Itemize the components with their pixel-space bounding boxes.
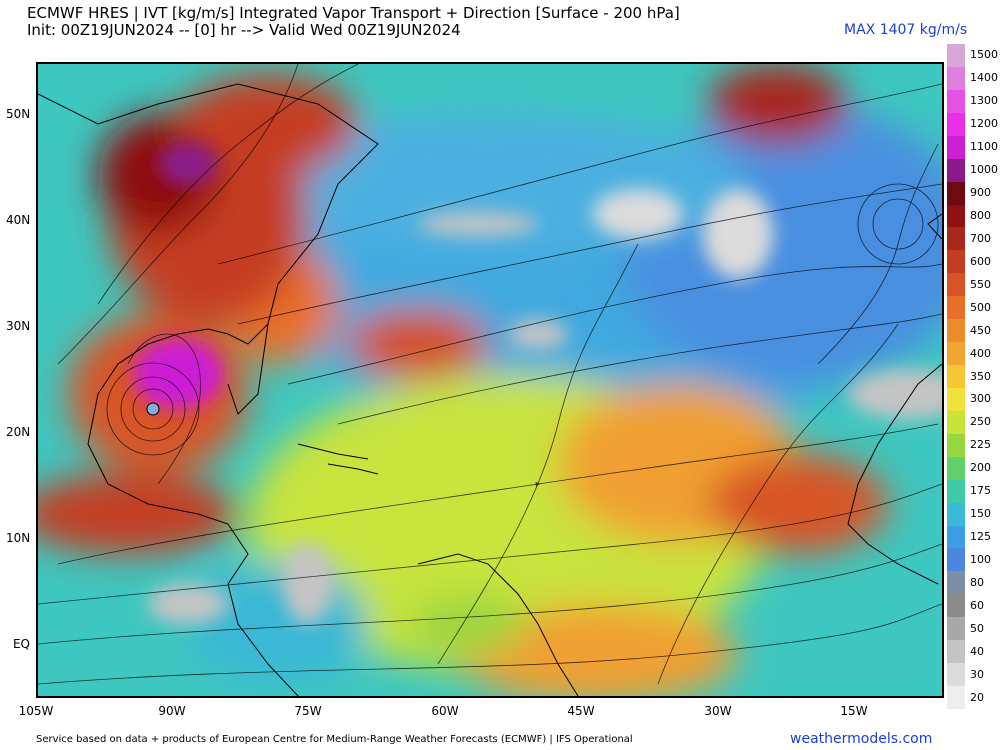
colorbar-swatch [947, 181, 965, 205]
colorbar-level-label: 125 [970, 530, 991, 544]
lon-label-60w: 60W [431, 704, 459, 718]
colorbar-level-label: 150 [970, 507, 991, 521]
colorbar-swatch [947, 387, 965, 412]
colorbar-swatch [947, 502, 965, 527]
colorbar-level-label: 900 [970, 186, 991, 200]
colorbar-swatch [947, 342, 965, 366]
colorbar-swatch [947, 158, 965, 183]
colorbar-swatch [947, 456, 965, 481]
colorbar-swatch [947, 617, 965, 641]
colorbar-level-label: 700 [970, 231, 991, 245]
colorbar-level-label: 225 [970, 438, 991, 452]
map-title: ECMWF HRES | IVT [kg/m/s] Integrated Vap… [27, 5, 680, 39]
lat-label-10n: 10N [6, 531, 31, 545]
colorbar-swatch [947, 227, 965, 251]
colorbar-swatch [947, 479, 965, 504]
colorbar-swatch [947, 640, 965, 664]
flow-streamlines [38, 64, 942, 685]
colorbar-swatch [947, 44, 965, 68]
colorbar-level-label: 400 [970, 346, 991, 360]
colorbar-level-label: 200 [970, 461, 991, 475]
colorbar-swatch [947, 594, 965, 618]
colorbar-level-label: 1200 [970, 117, 998, 131]
colorbar-level-label: 175 [970, 484, 991, 498]
colorbar-level-label: 80 [970, 575, 984, 589]
colorbar-level-label: 350 [970, 369, 991, 383]
lat-label-40n: 40N [6, 213, 31, 227]
colorbar-level-label: 800 [970, 208, 991, 222]
credit-text: Service based on data + products of Euro… [36, 734, 633, 745]
lat-label-50n: 50N [6, 107, 31, 121]
lon-label-90w: 90W [158, 704, 186, 718]
colorbar-swatch [947, 273, 965, 297]
lon-label-15w: 15W [840, 704, 868, 718]
colorbar-level-label: 1500 [970, 48, 998, 62]
lon-label-105w: 105W [18, 704, 54, 718]
colorbar-swatch [947, 365, 965, 389]
title-line-1: ECMWF HRES | IVT [kg/m/s] Integrated Vap… [27, 4, 680, 22]
lat-label-eq: EQ [12, 637, 30, 651]
colorbar-level-label: 60 [970, 598, 984, 612]
colorbar-swatch [947, 319, 965, 343]
colorbar-level-label: 40 [970, 644, 984, 658]
lat-label-30n: 30N [6, 319, 31, 333]
land-boundaries [38, 83, 942, 696]
lon-label-75w: 75W [294, 704, 322, 718]
max-value-label: MAX 1407 kg/m/s [844, 22, 968, 38]
colorbar-level-label: 30 [970, 667, 984, 681]
colorbar-level-label: 20 [970, 690, 984, 704]
lon-label-45w: 45W [567, 704, 595, 718]
colorbar-level-label: 250 [970, 415, 991, 429]
lat-label-20n: 20N [6, 425, 31, 439]
colorbar-swatch [947, 112, 965, 137]
ivt-field [38, 64, 942, 696]
colorbar-swatch [947, 250, 965, 274]
ivt-extremes [133, 142, 942, 624]
colorbar-level-label: 1400 [970, 71, 998, 85]
lon-label-30w: 30W [704, 704, 732, 718]
colorbar-swatch [947, 525, 965, 549]
colorbar-swatch [947, 548, 965, 572]
colorbar-swatch [947, 135, 965, 160]
colorbar-level-label: 1100 [970, 140, 998, 154]
colorbar-swatch [947, 433, 965, 458]
colorbar-swatch [947, 686, 965, 710]
colorbar-level-label: 450 [970, 323, 991, 337]
ivt-map-graphic [38, 64, 942, 696]
colorbar-level-label: 1300 [970, 94, 998, 108]
colorbar-level-label: 300 [970, 392, 991, 406]
colorbar-swatch [947, 663, 965, 687]
storm-center-icon [146, 402, 160, 416]
colorbar-swatch [947, 296, 965, 320]
colorbar-swatch [947, 204, 965, 228]
colorbar-swatch [947, 89, 965, 114]
colorbar [947, 44, 965, 710]
colorbar-swatch [947, 410, 965, 435]
colorbar-level-label: 500 [970, 300, 991, 314]
colorbar-level-label: 50 [970, 621, 984, 635]
colorbar-swatch [947, 66, 965, 91]
colorbar-level-label: 550 [970, 277, 991, 291]
colorbar-level-label: 600 [970, 254, 991, 268]
brand-link[interactable]: weathermodels.com [790, 731, 933, 747]
title-line-2: Init: 00Z19JUN2024 -- [0] hr --> Valid W… [27, 21, 461, 39]
colorbar-level-label: 1000 [970, 163, 998, 177]
ivt-map [36, 62, 944, 698]
colorbar-swatch [947, 571, 965, 595]
colorbar-level-label: 100 [970, 552, 991, 566]
